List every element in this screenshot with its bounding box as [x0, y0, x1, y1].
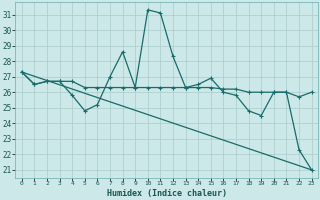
X-axis label: Humidex (Indice chaleur): Humidex (Indice chaleur) — [107, 189, 227, 198]
